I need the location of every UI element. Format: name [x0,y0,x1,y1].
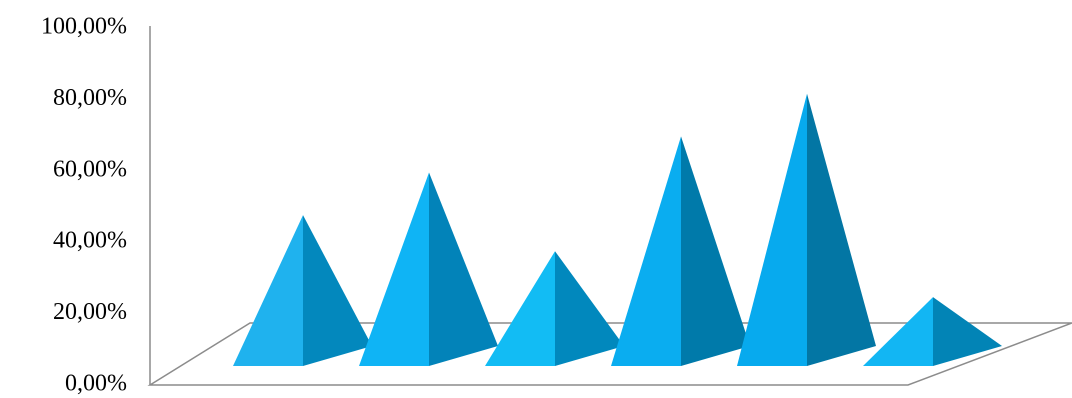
pyramid-bar-side-face [555,251,624,366]
y-tick-label: 40,00% [53,228,127,254]
y-axis-tick-labels: 0,00% 20,00% 40,00% 60,00% 80,00% 100,00% [41,14,127,397]
pyramid-bar [233,215,372,366]
pyramid-bar [359,172,498,366]
pyramid-bar-side-face [807,93,876,366]
pyramid-bar [737,93,876,366]
pyramid-bar [611,136,750,366]
pyramid-bar-front-face [233,215,303,366]
pyramid-bar-side-face [933,297,1002,366]
pyramid-bars [233,93,1002,366]
pyramid-bar-front-face [611,136,681,366]
y-tick-label: 80,00% [53,85,127,111]
pyramid-bar-front-face [485,251,555,366]
pyramid-bar-front-face [863,297,933,366]
pyramid-bar [863,297,1002,366]
pyramid-bar-side-face [429,172,498,366]
y-tick-label: 100,00% [41,14,127,40]
pyramid-bar-side-face [681,136,750,366]
y-tick-label: 60,00% [53,156,127,182]
pyramid-bar-side-face [303,215,372,366]
pyramid-bar-front-face [737,93,807,366]
y-tick-label: 20,00% [53,299,127,325]
y-tick-label: 0,00% [65,371,127,397]
pyramid-bar-front-face [359,172,429,366]
pyramid-bar [485,251,624,366]
